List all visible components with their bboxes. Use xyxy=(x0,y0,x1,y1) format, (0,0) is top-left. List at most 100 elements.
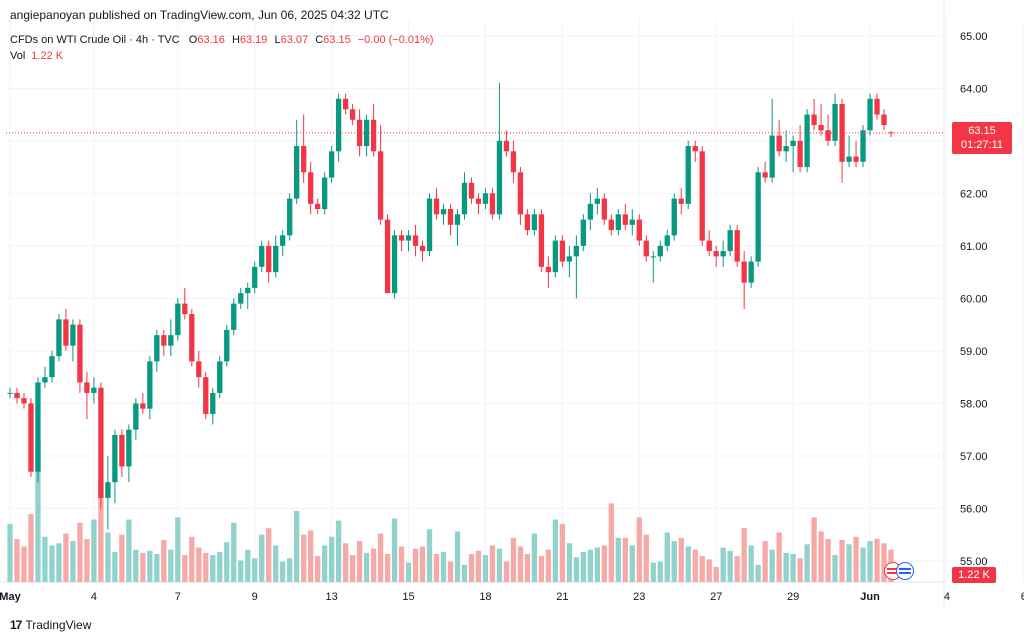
candle xyxy=(308,161,314,215)
candle xyxy=(636,214,642,246)
volume-bar xyxy=(664,532,670,582)
candle-body xyxy=(147,361,153,409)
volume-bar xyxy=(405,562,412,582)
candle-body xyxy=(517,172,524,215)
volume-bar xyxy=(643,534,649,582)
candle-body xyxy=(321,177,328,210)
candle xyxy=(28,398,34,477)
volume-bar xyxy=(475,550,482,582)
candle-body xyxy=(70,324,76,346)
volume-bar xyxy=(328,536,335,582)
candle xyxy=(266,240,272,283)
volume-bar xyxy=(489,545,496,582)
volume-bar xyxy=(14,538,20,582)
candle xyxy=(321,172,328,215)
volume-bar xyxy=(412,548,419,582)
candle xyxy=(21,392,27,409)
candle-body xyxy=(727,230,733,252)
candle xyxy=(720,240,726,267)
candle xyxy=(888,130,894,138)
volume-bar xyxy=(419,546,426,582)
candle xyxy=(545,256,552,288)
candle xyxy=(762,161,768,183)
candle xyxy=(594,188,600,215)
candle xyxy=(175,298,181,341)
volume-bar xyxy=(133,549,139,582)
candle-body xyxy=(440,209,447,215)
volume-bar xyxy=(349,555,356,582)
candle-body xyxy=(783,146,789,152)
candle xyxy=(755,167,761,267)
volume-bar xyxy=(35,442,41,582)
candle-body xyxy=(461,182,468,215)
candle-body xyxy=(552,240,559,273)
candle xyxy=(475,193,482,215)
candle-body xyxy=(224,329,230,362)
price-tick-label: 57.00 xyxy=(960,451,988,463)
volume-bar xyxy=(783,552,789,582)
volume-bar xyxy=(699,556,705,582)
volume-bar xyxy=(573,557,580,582)
candle-body xyxy=(384,219,391,294)
candle-body xyxy=(685,146,691,204)
candle xyxy=(608,214,614,236)
candle xyxy=(140,392,146,414)
time-tick-label: Jun xyxy=(860,591,880,603)
candle-body xyxy=(818,125,824,131)
volume-bar xyxy=(273,545,279,582)
volume-bar xyxy=(168,549,174,582)
volume-bar xyxy=(98,482,104,582)
price-axis[interactable]: 65.0064.0063.0062.0061.0060.0059.0058.00… xyxy=(960,31,988,568)
footer-brand[interactable]: 17 TradingView xyxy=(10,618,91,632)
volume-bar xyxy=(252,558,258,582)
candle xyxy=(182,287,188,320)
volume-tag: 1.22 K xyxy=(952,567,996,583)
candle-body xyxy=(377,151,384,220)
candle xyxy=(748,256,754,288)
candle-body xyxy=(559,240,566,262)
candle xyxy=(147,356,153,420)
candle-body xyxy=(203,377,209,414)
candle xyxy=(119,429,125,477)
candle-body xyxy=(720,251,726,257)
candle-body xyxy=(342,98,349,110)
candle-body xyxy=(622,214,628,225)
candle xyxy=(818,104,824,136)
candle-body xyxy=(398,235,405,241)
us-flag-icon[interactable] xyxy=(896,562,914,580)
candle-body xyxy=(370,119,377,152)
candle-body xyxy=(182,303,188,315)
volume-value: 1.22 K xyxy=(31,50,64,62)
candle xyxy=(797,125,803,173)
volume-bar xyxy=(636,517,642,582)
time-tick-label: 15 xyxy=(402,591,414,603)
symbol-label[interactable]: CFDs on WTI Crude Oil · 4h · TVC xyxy=(10,34,180,46)
candle xyxy=(133,398,139,441)
time-tick-label: 13 xyxy=(326,591,338,603)
time-tick-label: 27 xyxy=(710,591,722,603)
candle xyxy=(832,93,838,147)
publisher-line: angiepanoyan published on TradingView.co… xyxy=(10,8,389,22)
volume-bar xyxy=(559,523,566,582)
candle-body xyxy=(231,303,237,330)
volume-bar xyxy=(461,564,468,582)
price-tick-label: 65.00 xyxy=(960,31,988,43)
low-label: L xyxy=(274,34,281,46)
volume-bar xyxy=(531,533,538,582)
volume-bar xyxy=(391,518,398,582)
volume-bar xyxy=(314,556,321,582)
volume-bar xyxy=(203,552,209,582)
candle xyxy=(363,114,370,157)
time-tick-label: 6 xyxy=(1021,591,1024,603)
candle xyxy=(699,146,705,246)
volume-bar xyxy=(370,548,377,582)
candle xyxy=(860,125,866,168)
time-axis[interactable]: May 4 7 9 13 15 18 21 23 27 29 Jun 4 6 xyxy=(0,591,1024,603)
candle-body xyxy=(280,235,286,246)
volume-bar xyxy=(825,538,831,582)
volume-bar xyxy=(196,547,202,582)
volume-bar xyxy=(720,547,726,582)
volume-bar xyxy=(874,538,880,582)
candle xyxy=(356,109,363,157)
